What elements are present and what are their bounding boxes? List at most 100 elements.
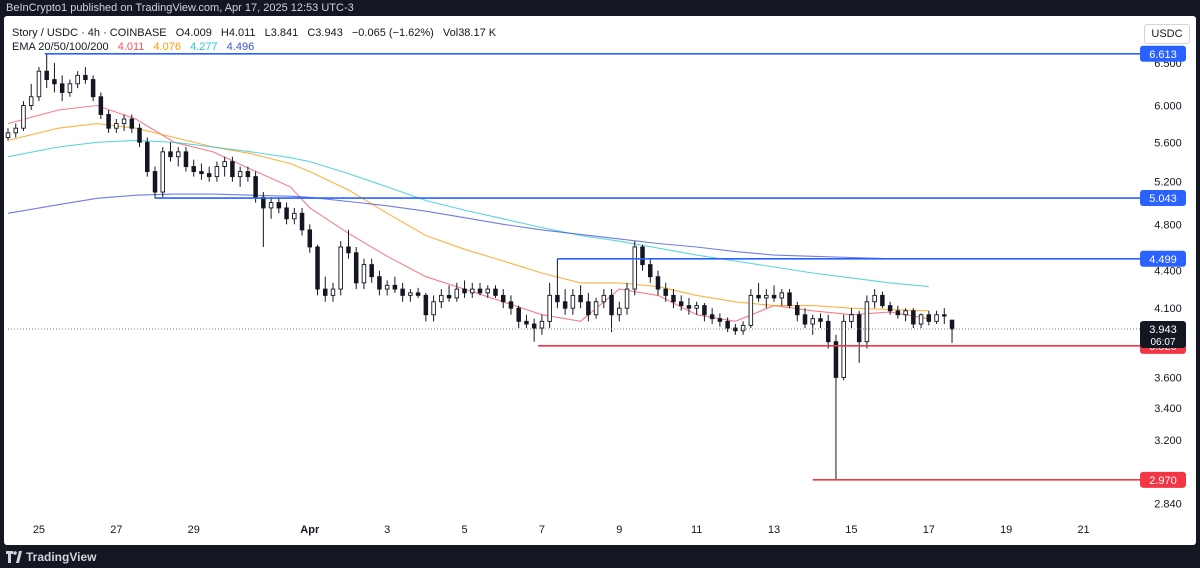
candle-body — [446, 294, 452, 299]
candle-body — [98, 96, 104, 115]
candle-body — [439, 294, 444, 303]
candle-body — [918, 314, 924, 325]
candle-body — [284, 207, 289, 220]
candle-body — [137, 127, 142, 143]
ema200-value: 4.496 — [226, 41, 255, 53]
candle-body — [67, 83, 73, 93]
candle-body — [686, 305, 692, 309]
candle-body — [880, 294, 885, 307]
candle-body — [28, 96, 34, 106]
y-tick-label: 5.600 — [1154, 137, 1182, 149]
candle-body — [802, 314, 808, 325]
close-label: C — [307, 27, 316, 39]
candle-body — [5, 132, 11, 138]
candle-body — [555, 294, 560, 303]
candle-body — [856, 314, 862, 343]
candle-body — [245, 171, 251, 178]
y-tick-label: 4.800 — [1154, 219, 1182, 231]
x-tick-label: 5 — [461, 524, 467, 536]
candle-body — [152, 171, 158, 193]
candle-body — [145, 141, 150, 173]
candle-body — [787, 292, 792, 307]
candle-body — [21, 105, 26, 129]
candle-body — [524, 320, 529, 325]
candle-body — [586, 301, 591, 316]
candle-body — [508, 301, 514, 309]
x-tick-label: 21 — [1077, 524, 1089, 536]
candle-body — [756, 294, 761, 299]
candle-body — [361, 264, 367, 284]
tradingview-icon — [6, 551, 22, 563]
currency-button[interactable]: USDC — [1144, 24, 1190, 44]
candle-body — [214, 166, 220, 178]
candle-body — [764, 294, 769, 299]
volume-value: 38.17 K — [458, 27, 497, 39]
candle-body — [384, 284, 390, 290]
candle-body — [709, 314, 715, 320]
candle-body — [222, 161, 227, 168]
candle-body — [90, 79, 96, 98]
ema-line-ema20 — [7, 104, 929, 322]
ema50-value: 4.076 — [153, 41, 182, 53]
candle-body — [887, 305, 893, 312]
candle-body — [462, 288, 467, 294]
candle-body — [470, 288, 475, 294]
candle-body — [13, 127, 18, 134]
candle-body — [531, 323, 537, 329]
candle-body — [717, 318, 723, 322]
x-tick-label: 3 — [384, 524, 390, 536]
candle-body — [106, 114, 111, 129]
candle-body — [895, 310, 901, 316]
candle-body — [694, 305, 699, 309]
x-tick-label: 9 — [616, 524, 622, 536]
candle-body — [547, 294, 552, 322]
x-tick-label: 15 — [845, 524, 857, 536]
candle-body — [261, 196, 266, 209]
x-tick-label: 7 — [539, 524, 545, 536]
last-price-tag — [1140, 320, 1186, 348]
candle-body — [353, 252, 359, 284]
candle-body — [377, 276, 382, 290]
candle-body — [315, 246, 320, 290]
open-value: 4.009 — [184, 27, 212, 39]
candle-body — [601, 294, 607, 303]
resistance-price-label: 5.043 — [1149, 193, 1177, 205]
resistance-price-tag — [1140, 45, 1186, 62]
resistance-price-label: 6.613 — [1149, 49, 1177, 61]
x-tick-label: 29 — [188, 524, 200, 536]
candle-body — [640, 246, 645, 266]
x-tick-label: 17 — [923, 524, 935, 536]
price-chart[interactable]: 6.5006.0005.6005.2004.8004.4004.1003.600… — [4, 16, 1196, 545]
candle-body — [230, 161, 235, 178]
symbol-name[interactable]: Story / USDC · 4h · COINBASE — [12, 27, 167, 39]
y-tick-label: 6.000 — [1154, 101, 1182, 113]
candle-body — [911, 310, 916, 325]
change-value: −0.065 (−1.62%) — [351, 27, 434, 39]
ema-label[interactable]: EMA 20/50/100/200 — [12, 41, 109, 53]
high-label: H — [220, 27, 229, 39]
candle-body — [36, 70, 42, 98]
bar-countdown-label: 06:07 — [1150, 337, 1175, 348]
y-tick-label: 3.600 — [1154, 372, 1182, 384]
tradingview-logo[interactable]: TradingView — [6, 549, 156, 565]
candle-body — [44, 70, 49, 81]
candle-body — [795, 305, 800, 316]
candle-body — [942, 314, 947, 317]
candle-body — [253, 176, 258, 198]
candle-body — [400, 288, 405, 296]
candle-body — [129, 118, 135, 129]
candle-body — [825, 320, 831, 343]
candle-body — [330, 288, 336, 296]
candle-body — [423, 294, 429, 316]
ema-line-ema50 — [7, 123, 929, 312]
candle-body — [841, 320, 846, 378]
candle-body — [206, 173, 212, 178]
candle-body — [175, 151, 181, 158]
candle-body — [454, 288, 460, 299]
chart-panel[interactable]: 6.500 6.000 5.600 5.200 4.800 4.400 4.100 3.600… — [4, 16, 1196, 545]
candle-body — [818, 318, 823, 322]
candle-body — [52, 79, 57, 85]
resistance-price-label: 4.499 — [1149, 254, 1177, 266]
candle-body — [59, 83, 65, 93]
candle-body — [740, 324, 746, 332]
